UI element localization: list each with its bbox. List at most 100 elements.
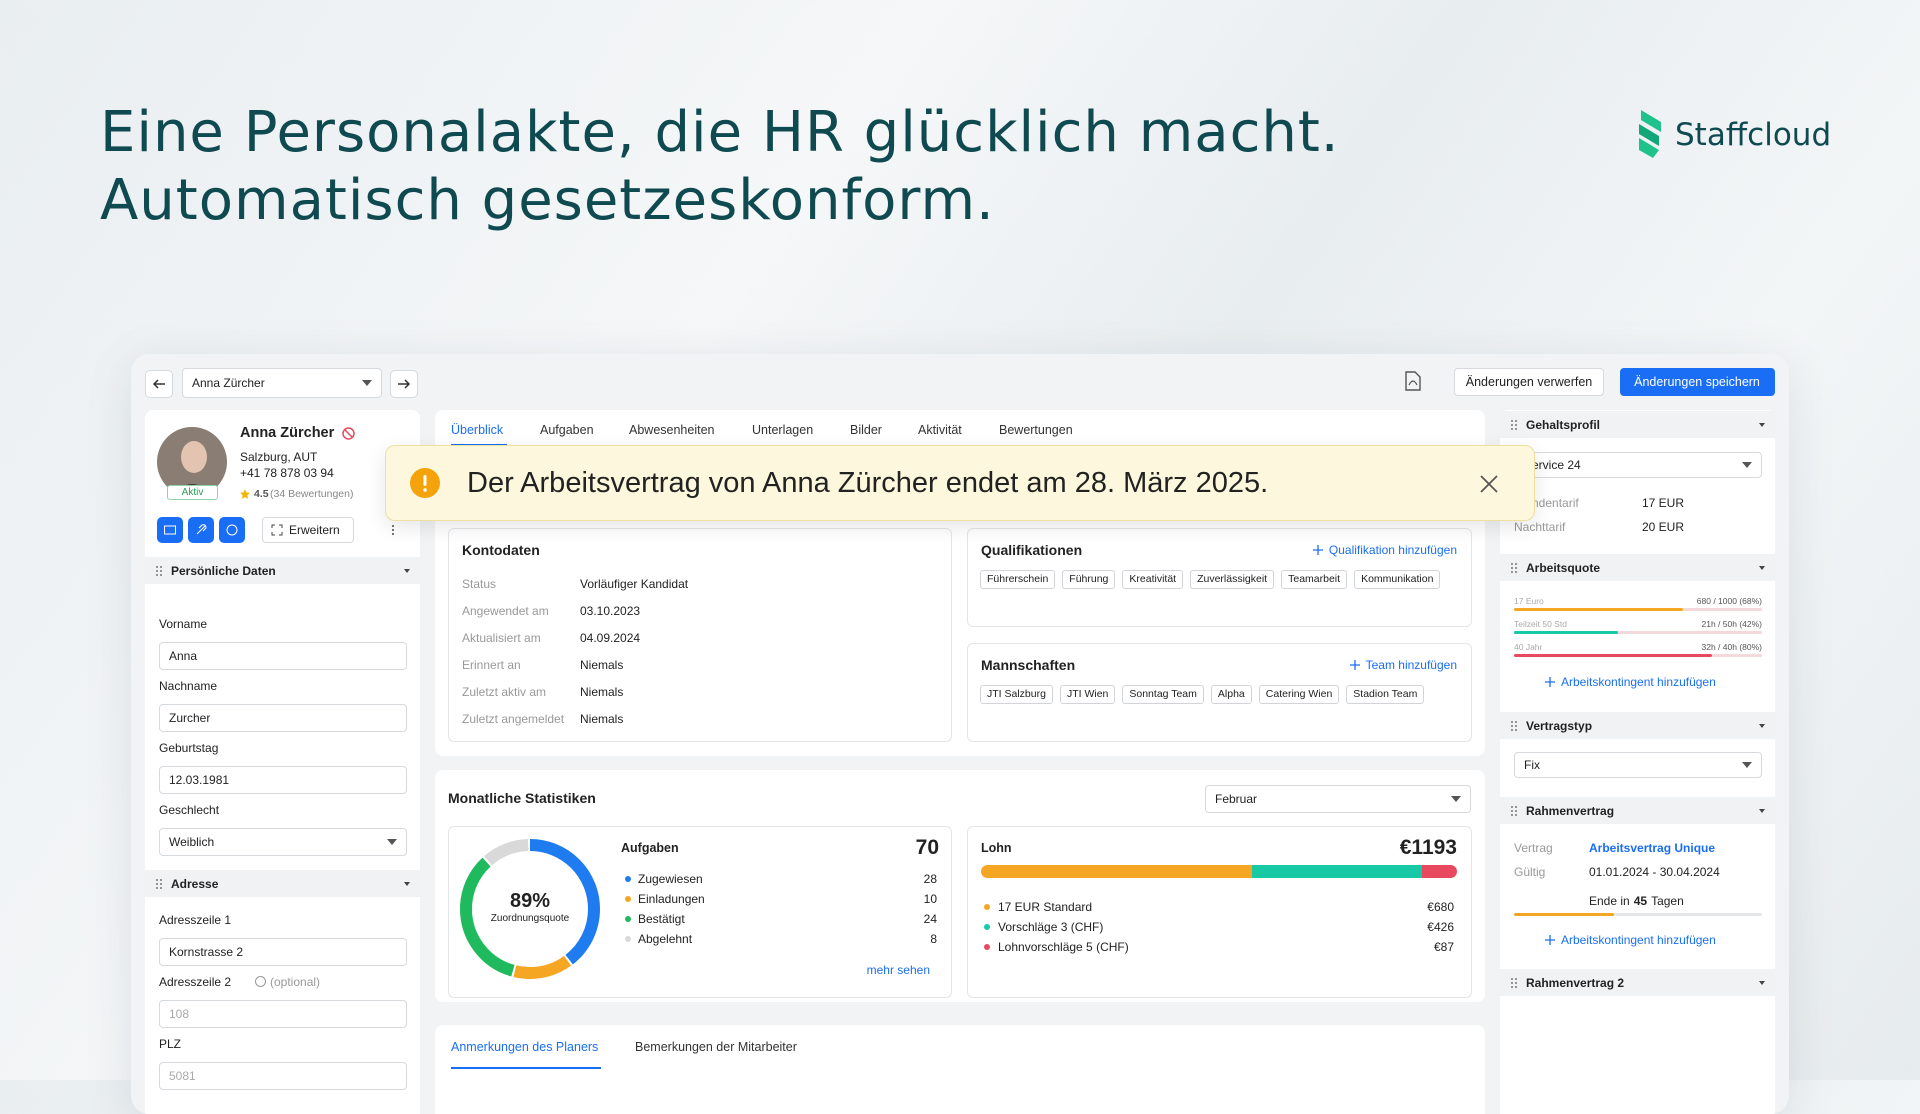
tag: Kreativität	[1122, 570, 1184, 589]
active-tab-underline	[451, 1067, 601, 1069]
avatar-shape	[181, 441, 207, 473]
tag: Sonntag Team	[1122, 685, 1204, 704]
tag: Führerschein	[980, 570, 1056, 589]
drag-handle-shape	[1511, 428, 1513, 430]
tab[interactable]: Bewertungen	[999, 423, 1073, 437]
section-header	[1500, 969, 1775, 996]
more-link[interactable]: mehr sehen	[866, 963, 930, 977]
card-title: Mannschaften	[981, 657, 1076, 673]
arrow-icon-shape	[398, 379, 411, 389]
brand-name: Staffcloud	[1675, 117, 1832, 153]
dropdown-caret	[1451, 796, 1461, 802]
drag-handle-shape	[1511, 806, 1513, 808]
legend-value: €426	[1427, 920, 1454, 934]
text-input[interactable]	[159, 1062, 407, 1090]
tab[interactable]: Bemerkungen der Mitarbeiter	[635, 1040, 797, 1054]
tab[interactable]: Aktivität	[918, 423, 962, 437]
expand-button[interactable]	[262, 517, 354, 543]
button-icon	[226, 524, 238, 536]
section-title: Rahmenvertrag 2	[1526, 975, 1625, 990]
chat-button[interactable]	[219, 517, 245, 543]
tab[interactable]: Aufgaben	[540, 423, 594, 437]
select-input[interactable]	[182, 368, 382, 398]
headline-line: Automatisch gesetzeskonform.	[100, 168, 995, 233]
tab[interactable]: Abwesenheiten	[629, 423, 715, 437]
row-label: Nachttarif	[1514, 520, 1566, 534]
text-input[interactable]	[159, 642, 407, 670]
tab[interactable]: Überblick	[451, 423, 504, 437]
discard-button[interactable]	[1454, 368, 1604, 396]
drag-handle-shape	[1511, 571, 1513, 573]
select-input[interactable]	[1205, 785, 1471, 813]
tab[interactable]: Unterlagen	[752, 423, 814, 437]
expand-icon-shape	[271, 524, 283, 536]
legend-dot	[625, 936, 631, 942]
field-label: Vorname	[159, 617, 208, 631]
input-value: 12.03.1981	[169, 773, 230, 787]
add-link[interactable]: Arbeitskontingent hinzufügen	[1561, 933, 1716, 947]
quota-fill	[1514, 631, 1619, 634]
close-icon[interactable]	[1480, 475, 1498, 493]
text-input[interactable]	[159, 1000, 407, 1028]
select-input[interactable]	[1514, 452, 1762, 478]
section-title: Vertragstyp	[1526, 718, 1593, 733]
input-value: Anna Zürcher	[192, 376, 265, 390]
text-input[interactable]	[159, 938, 407, 966]
input-value: Fix	[1524, 758, 1540, 772]
row-label: Angewendet am	[462, 604, 549, 618]
wage-segment	[1252, 865, 1423, 878]
drag-handle	[1511, 420, 1517, 430]
legend-label: Abgelehnt	[638, 932, 693, 946]
row-value: 20 EUR	[1642, 520, 1685, 534]
section-title: Adresse	[171, 876, 219, 891]
text-input[interactable]	[159, 766, 407, 794]
star-icon	[240, 489, 250, 499]
headline-line: Eine Personalakte, die HR glücklich mach…	[100, 100, 1340, 165]
tag: JTI Salzburg	[980, 685, 1053, 704]
drag-handle-shape	[1511, 810, 1513, 812]
warning-icon	[410, 468, 440, 498]
collapse-caret	[1759, 809, 1765, 813]
employee-name: Anna Zürcher	[240, 425, 335, 441]
button-label: Änderungen verwerfen	[1465, 375, 1593, 389]
no-contact-icon-shape	[343, 428, 354, 439]
input-value: Service 24	[1524, 458, 1581, 472]
field-hint: (optional)	[270, 975, 321, 989]
donut-segment	[460, 839, 600, 979]
select-input[interactable]	[1514, 752, 1762, 778]
save-button[interactable]	[1620, 368, 1775, 396]
tag: Führung	[1062, 570, 1116, 589]
legend-dot	[625, 896, 631, 902]
row-value: Vorläufiger Kandidat	[580, 577, 689, 591]
drag-handle-shape	[1515, 424, 1517, 426]
add-link[interactable]: Team hinzufügen	[1365, 658, 1457, 672]
section-title: Rahmenvertrag	[1526, 803, 1615, 818]
drag-handle-shape	[156, 574, 158, 576]
legend-dot-shape	[625, 936, 631, 942]
drag-handle-shape	[156, 570, 158, 572]
tab[interactable]: Anmerkungen des Planers	[451, 1040, 599, 1054]
row-value: Niemals	[580, 685, 624, 699]
add-link[interactable]: Arbeitskontingent hinzufügen	[1561, 675, 1716, 689]
tag: Stadion Team	[1346, 685, 1425, 704]
legend-dot	[984, 904, 990, 910]
plus-icon	[1545, 935, 1555, 945]
pdf-icon-shape	[1405, 371, 1421, 391]
section-header	[145, 557, 420, 584]
warning-icon-shape	[423, 488, 427, 492]
quota-value: 21h / 50h (42%)	[1701, 619, 1762, 629]
tab[interactable]: Bilder	[850, 423, 882, 437]
text-input[interactable]	[159, 704, 407, 732]
card	[967, 826, 1472, 998]
end-suffix: Tagen	[1651, 894, 1684, 908]
add-link[interactable]: Qualifikation hinzufügen	[1328, 543, 1457, 557]
dropdown-caret-shape	[1742, 762, 1752, 768]
wage-bar	[981, 865, 1457, 878]
email-button[interactable]	[157, 517, 183, 543]
input-value: Kornstrasse 2	[169, 945, 244, 959]
tag-list: JTI Salzburg JTI Wien Sonntag Team Alpha Cat…	[980, 685, 1450, 745]
select-input[interactable]	[159, 828, 407, 856]
card	[967, 528, 1472, 627]
drag-handle	[1511, 806, 1517, 816]
